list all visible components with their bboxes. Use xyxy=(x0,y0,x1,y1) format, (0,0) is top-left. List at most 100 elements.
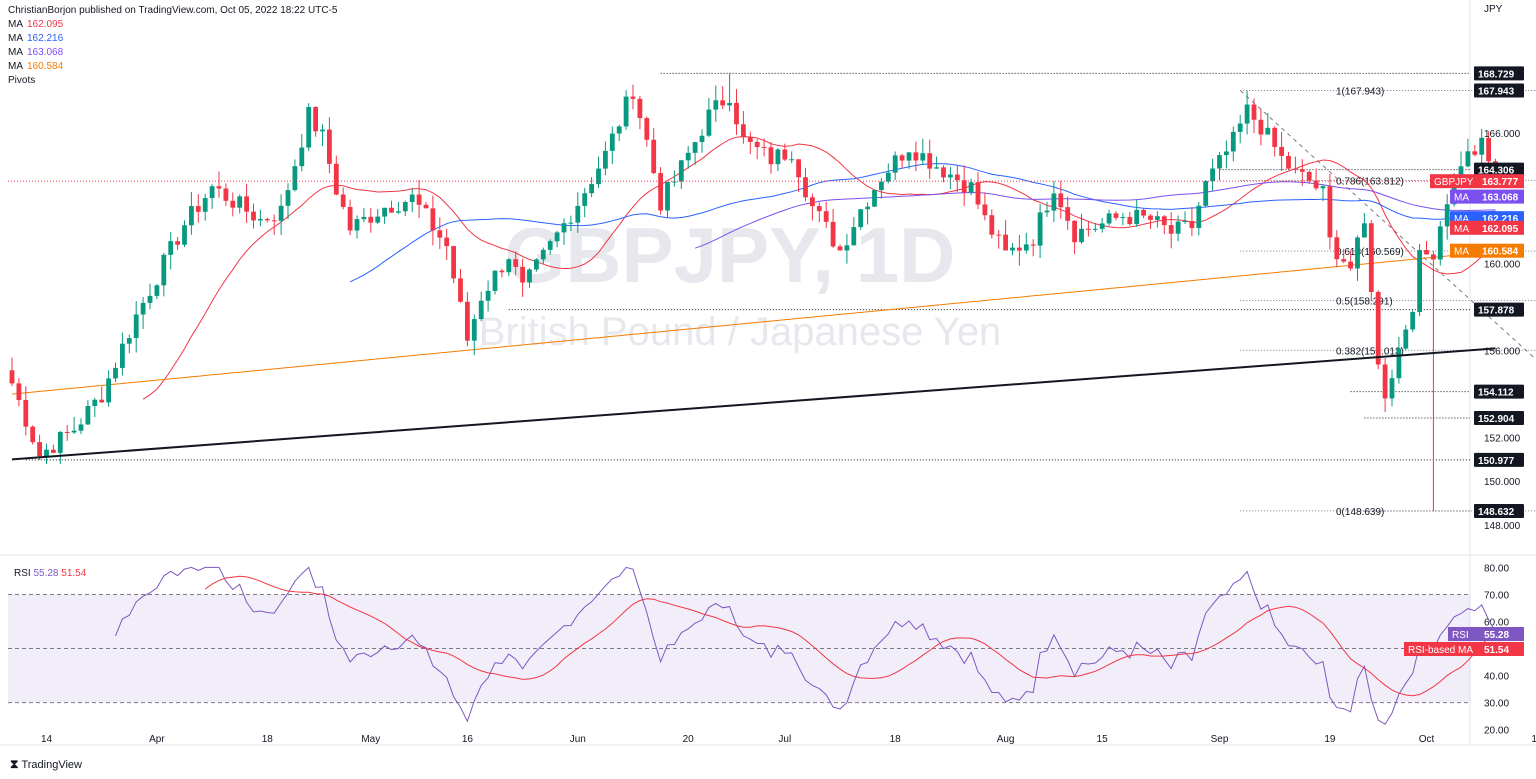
candle-body xyxy=(837,246,843,251)
candle xyxy=(913,141,919,172)
candle xyxy=(320,124,325,147)
candle-body xyxy=(320,129,325,132)
candle xyxy=(306,103,312,152)
candle-body xyxy=(954,174,960,181)
candle-body xyxy=(927,153,933,169)
candle-body xyxy=(540,249,546,260)
indicator-ma-4[interactable]: MA 160.584 xyxy=(8,60,63,74)
candle xyxy=(292,159,298,192)
candle-body xyxy=(458,278,463,302)
rsi-tick-label: 70.00 xyxy=(1484,590,1509,601)
candle xyxy=(382,207,387,224)
candle xyxy=(92,397,98,418)
candle xyxy=(1299,159,1305,186)
candle-body xyxy=(1272,127,1278,147)
indicator-ma-3[interactable]: MA 163.068 xyxy=(8,46,63,60)
candle-body xyxy=(1265,127,1271,135)
current-price-symbol: GBPJPY xyxy=(1434,177,1474,188)
ma-price-tag-label: MA xyxy=(1454,214,1469,225)
candle xyxy=(741,111,746,144)
candle-body xyxy=(396,211,401,213)
candle-body xyxy=(416,194,422,205)
candle-body xyxy=(1313,180,1319,189)
candle xyxy=(644,116,650,147)
candle xyxy=(1341,248,1347,264)
candle xyxy=(223,183,229,206)
candle-body xyxy=(1279,146,1284,156)
candle-body xyxy=(1051,193,1057,211)
candle-body xyxy=(934,167,939,169)
candle xyxy=(327,117,332,174)
candle-body xyxy=(175,241,180,245)
indicator-label: MA xyxy=(8,47,23,58)
rsi-line xyxy=(115,566,1496,725)
candle xyxy=(672,170,677,187)
rsi-ma-tag-label: RSI-based MA xyxy=(1408,645,1473,656)
tradingview-logo-icon: ⧗ xyxy=(10,757,19,771)
candle xyxy=(1410,310,1416,333)
candle-body xyxy=(444,237,450,247)
candle xyxy=(934,156,939,169)
candle-body xyxy=(375,216,381,223)
candle xyxy=(347,199,353,236)
candle-body xyxy=(796,159,801,178)
candle xyxy=(975,171,981,209)
candle-body xyxy=(1079,228,1084,243)
candle xyxy=(1306,170,1312,184)
candle-body xyxy=(1389,378,1395,399)
candle-body xyxy=(278,205,284,221)
candle-body xyxy=(264,218,270,221)
ma-price-tag-label: MA xyxy=(1454,193,1469,204)
candle-body xyxy=(1327,186,1333,238)
candle xyxy=(830,209,836,248)
candle xyxy=(775,148,781,172)
candle xyxy=(271,214,277,235)
candle xyxy=(1293,156,1298,174)
candle xyxy=(561,218,567,245)
candle xyxy=(1244,90,1250,135)
rsi-tick-label: 60.00 xyxy=(1484,617,1509,628)
candle-body xyxy=(830,221,836,247)
candle-body xyxy=(1099,223,1105,229)
indicator-ma-2[interactable]: MA 162.216 xyxy=(8,32,63,46)
candle-body xyxy=(92,399,98,406)
candle-body xyxy=(71,430,77,433)
candle xyxy=(1203,180,1209,208)
candle xyxy=(389,200,394,213)
fib-level-label: 0(148.639) xyxy=(1336,507,1384,518)
indicator-pivots[interactable]: Pivots xyxy=(8,74,35,88)
candle-body xyxy=(189,206,194,226)
rsi-value-tag-label: RSI xyxy=(1452,630,1469,641)
candle xyxy=(1134,199,1140,227)
indicator-ma-1[interactable]: MA 162.095 xyxy=(8,18,63,32)
time-tick-label: Oct xyxy=(1419,734,1435,745)
candle-body xyxy=(1417,250,1422,312)
candle xyxy=(651,128,657,175)
candle xyxy=(44,443,49,464)
candle-body xyxy=(789,159,795,161)
ma-price-tag: MA 160.584 xyxy=(1450,243,1524,258)
candle-body xyxy=(1424,250,1429,255)
candle xyxy=(1368,220,1374,302)
candle-body xyxy=(975,182,981,205)
candle xyxy=(492,270,498,295)
candle xyxy=(899,153,905,169)
candle xyxy=(1382,357,1388,413)
candle-body xyxy=(782,149,788,160)
candle-body xyxy=(637,98,643,119)
pivot-price-label-bg xyxy=(1474,452,1524,467)
current-price-value: 163.777 xyxy=(1482,177,1519,188)
candle-body xyxy=(195,206,201,212)
time-tick-label: Jun xyxy=(570,734,586,745)
candle-body xyxy=(161,254,167,286)
candle-body xyxy=(658,173,663,211)
candle xyxy=(1217,152,1222,181)
candle-body xyxy=(99,399,105,403)
candle-body xyxy=(1396,348,1402,379)
time-tick-label: Aug xyxy=(997,734,1015,745)
candle-body xyxy=(603,150,608,169)
candle xyxy=(1182,211,1188,224)
candle-body xyxy=(616,126,622,134)
candle xyxy=(251,203,256,229)
